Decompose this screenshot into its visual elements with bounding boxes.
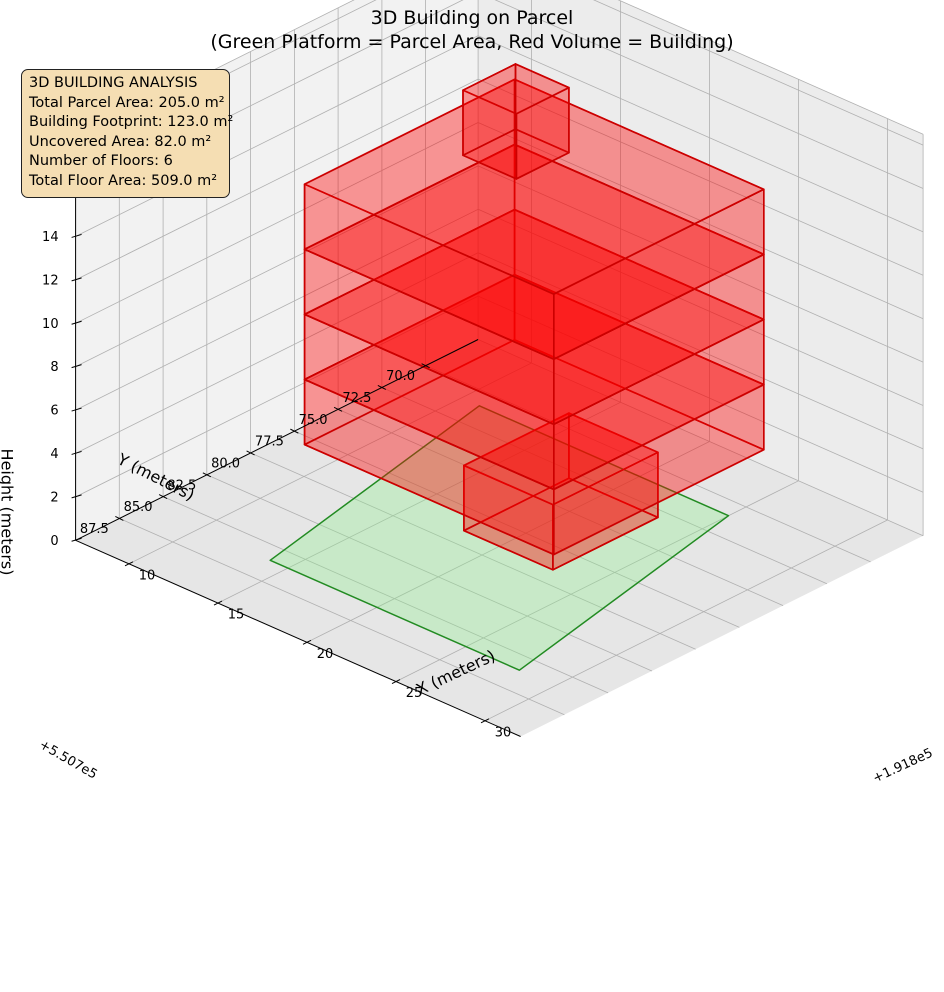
z-tick <box>71 277 82 282</box>
pane-floor <box>75 339 924 737</box>
analysis-info-box: 3D BUILDING ANALYSIS Total Parcel Area: … <box>21 69 234 198</box>
grid-wall-z-left <box>75 165 479 367</box>
y-tick-label: 82.5 <box>167 478 196 493</box>
z-tick <box>71 364 82 369</box>
x-tick-label: 20 <box>317 647 334 662</box>
z-tick-label: 14 <box>42 230 59 245</box>
grid-wall-z-right <box>593 0 924 146</box>
grid-floor-y <box>337 408 784 606</box>
x-tick <box>391 679 401 684</box>
x-tick <box>124 561 134 567</box>
z-tick <box>71 233 82 238</box>
grid-wall-z-left <box>75 122 479 324</box>
grid-wall-z-left <box>75 208 479 411</box>
chart-title-line2: (Green Platform = Parcel Area, Red Volum… <box>210 31 734 53</box>
y-tick <box>377 385 387 390</box>
grid-wall-z-left <box>75 295 479 498</box>
grid-wall-z-left <box>75 252 479 454</box>
grid-wall-z-right <box>477 78 924 276</box>
grid-floor-y <box>425 365 871 563</box>
y-tick <box>246 450 255 456</box>
y-tick <box>290 428 299 434</box>
y-tick-label: 72.5 <box>342 391 371 406</box>
info-total-floor-area: Total Floor Area: 509.0 m² <box>29 172 218 189</box>
x-tick-label: 30 <box>495 725 512 740</box>
grid-floor-y <box>381 387 828 585</box>
grid-wall-z-left <box>75 78 479 281</box>
info-box-heading: 3D BUILDING ANALYSIS <box>29 75 198 91</box>
grid-wall-z-right <box>477 35 924 233</box>
grid-floor-y <box>119 518 565 716</box>
x-tick <box>480 718 490 724</box>
y-tick <box>202 472 212 478</box>
y-tick <box>115 515 124 521</box>
x-tick <box>302 639 312 645</box>
grid-wall-z-right <box>477 295 924 493</box>
y-tick-label: 85.0 <box>124 500 153 515</box>
x-offset-label: +1.918e5 <box>871 746 936 787</box>
z-tick-label: 8 <box>50 360 58 375</box>
grid-floor-y <box>250 452 696 650</box>
axes-layer: 101520253070.072.575.077.580.082.585.087… <box>0 138 936 787</box>
pane-right <box>478 0 924 536</box>
x-tick <box>213 600 223 606</box>
floor-5-face-5 <box>552 188 765 361</box>
parcel-layer <box>269 405 730 671</box>
grid-wall-z-right <box>477 339 924 537</box>
chart-title: 3D Building on Parcel (Green Platform = … <box>0 6 944 54</box>
grid-wall-z-left <box>75 35 479 237</box>
building-layer <box>303 63 765 571</box>
parcel-platform <box>269 405 730 671</box>
z-tick <box>71 537 82 542</box>
z-tick-label: 6 <box>50 404 58 419</box>
grid-floor-x <box>395 480 799 682</box>
z-tick <box>71 494 82 499</box>
y-axis-line <box>75 339 479 541</box>
y-tick <box>333 406 343 412</box>
x-axis-line <box>75 539 521 737</box>
grid-wall-z-right <box>477 165 924 363</box>
y-tick <box>158 494 168 500</box>
x-tick-label: 25 <box>406 686 423 701</box>
grid-floor-x <box>484 519 888 722</box>
z-tick-label: 10 <box>42 317 59 332</box>
info-number-of-floors: Number of Floors: 6 <box>29 153 173 169</box>
grid-wall-z-right <box>477 208 924 406</box>
y-tick-label: 87.5 <box>80 522 109 537</box>
x-tick-label: 15 <box>228 608 245 623</box>
info-building-footprint: Building Footprint: 123.0 m² <box>29 114 234 130</box>
pane-edge-top-right <box>617 0 924 135</box>
z-tick <box>71 320 82 325</box>
z-tick-label: 4 <box>50 447 58 462</box>
y-offset-label: +5.507e5 <box>36 737 99 782</box>
y-tick-label: 70.0 <box>386 369 415 384</box>
z-axis-label: Height (meters) <box>0 449 17 576</box>
y-tick-label: 77.5 <box>255 435 284 450</box>
floor-1-face-5 <box>552 451 659 571</box>
grid-wall-z-right <box>494 0 924 189</box>
floor-6-face-5 <box>515 86 570 180</box>
grid-floor-y <box>206 474 653 672</box>
x-tick-label: 10 <box>139 568 156 583</box>
z-tick-label: 12 <box>42 273 59 288</box>
y-tick-label: 75.0 <box>299 413 328 428</box>
floor-1-face-4 <box>463 412 570 532</box>
gridlines <box>75 0 924 722</box>
floor-5-face-4 <box>303 78 516 251</box>
grid-floor-x <box>128 362 532 565</box>
floor-6-face-4 <box>462 63 517 157</box>
y-tick-label: 80.0 <box>211 456 240 471</box>
y-tick <box>421 363 430 369</box>
info-total-parcel-area: Total Parcel Area: 205.0 m² <box>29 94 225 111</box>
z-tick-label: 0 <box>50 534 58 549</box>
grid-floor-x <box>306 441 710 643</box>
grid-floor-y <box>294 430 740 628</box>
chart-title-line1: 3D Building on Parcel <box>370 7 574 29</box>
z-tick <box>71 450 82 455</box>
z-tick <box>71 407 82 412</box>
info-uncovered-area: Uncovered Area: 82.0 m² <box>29 133 212 150</box>
z-tick-label: 2 <box>50 490 58 505</box>
